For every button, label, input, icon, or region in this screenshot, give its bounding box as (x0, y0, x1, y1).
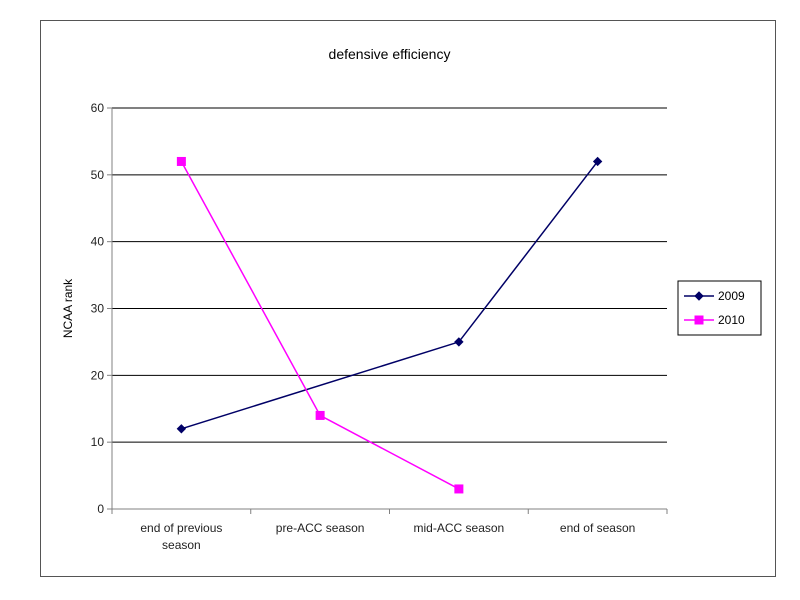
legend-label: 2009 (718, 289, 745, 303)
series-line-2009 (181, 161, 599, 430)
legend-marker-2009 (694, 291, 704, 301)
series-line-2010 (180, 161, 460, 490)
chart-title: defensive efficiency (329, 46, 451, 62)
legend-label: 2010 (718, 313, 745, 327)
data-point-2009 (176, 424, 187, 434)
y-tick-label: 10 (91, 435, 105, 449)
y-tick-label: 40 (91, 235, 105, 249)
x-tick-label: pre-ACC season (276, 521, 365, 535)
y-axis-title: NCAA rank (61, 278, 75, 338)
y-tick-label: 60 (91, 101, 105, 115)
data-point-2010 (176, 156, 186, 166)
y-tick-label: 50 (91, 168, 105, 182)
data-point-2009 (454, 337, 464, 347)
line-chart: defensive efficiency 0 10 20 30 40 50 60 end of … (61, 46, 762, 552)
x-tick-label: mid-ACC season (414, 521, 505, 535)
y-tick-label: 20 (91, 368, 105, 382)
chart-area: defensive efficiency 0 10 20 30 40 50 60 end of … (40, 20, 776, 577)
x-tick-label: end of previous season (140, 521, 222, 552)
x-tick-label: end of season (560, 521, 635, 535)
y-tick-label: 0 (97, 502, 104, 516)
data-point-2010 (315, 410, 325, 420)
legend-box (677, 280, 762, 336)
legend-marker-2010 (694, 315, 704, 325)
y-tick-label: 30 (91, 302, 105, 316)
data-point-2009 (592, 156, 603, 167)
data-point-2010 (454, 484, 464, 494)
